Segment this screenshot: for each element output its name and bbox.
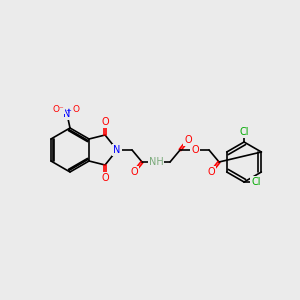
Text: Cl: Cl <box>251 177 261 187</box>
Text: O: O <box>207 167 215 177</box>
Text: O: O <box>101 117 109 127</box>
Text: +: + <box>66 108 71 114</box>
Text: N: N <box>63 109 71 119</box>
Text: NH: NH <box>149 157 164 167</box>
Text: O⁻: O⁻ <box>52 104 64 113</box>
Text: Cl: Cl <box>239 127 249 137</box>
Text: O: O <box>73 104 80 113</box>
Text: N: N <box>113 145 121 155</box>
Text: O: O <box>101 173 109 183</box>
Text: O: O <box>184 135 192 145</box>
Text: O: O <box>130 167 138 177</box>
Text: O: O <box>191 145 199 155</box>
